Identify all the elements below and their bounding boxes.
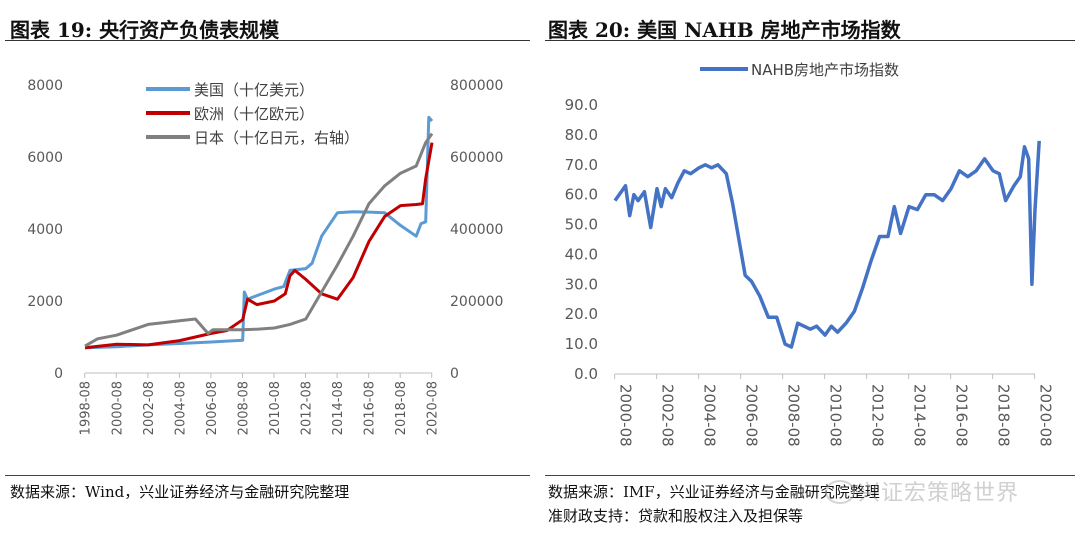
yright-tick-label-3: 600000: [450, 150, 503, 166]
right-title-rule: [545, 40, 1075, 41]
right-chart-title: 图表 20: 美国 NAHB 房地产市场指数: [548, 18, 901, 42]
x-tick-label-7: 2012-08: [300, 381, 315, 435]
y-tick-label-9: 90.0: [565, 96, 598, 114]
yleft-tick-label-2: 4000: [27, 222, 63, 238]
right-source-line1: 数据来源：IMF，兴业证券经济与金融研究院整理: [548, 483, 880, 501]
legend-label-1: 欧洲（十亿欧元）: [194, 105, 314, 123]
legend-label-2: 日本（十亿日元，右轴）: [194, 129, 359, 147]
x-tick-label-3: 2006-08: [743, 384, 761, 447]
yright-tick-label-2: 400000: [450, 222, 503, 238]
y-tick-label-2: 20.0: [565, 305, 598, 323]
x-tick-label-10: 2018-08: [394, 381, 409, 435]
left-source-rule: [5, 475, 530, 476]
x-tick-label-9: 2016-08: [363, 381, 378, 435]
yleft-tick-label-3: 6000: [27, 150, 63, 166]
yright-tick-label-0: 0: [450, 366, 459, 382]
x-tick-label-5: 2008-08: [236, 381, 251, 435]
left-chart-title: 图表 19: 央行资产负债表规模: [10, 18, 280, 42]
yleft-tick-label-0: 0: [54, 366, 63, 382]
series-line-0: [613, 140, 1041, 349]
x-tick-label-10: 2020-08: [1037, 384, 1055, 447]
yleft-tick-label-4: 8000: [27, 78, 63, 94]
legend-label-0: 美国（十亿美元）: [194, 81, 314, 99]
left-chart: 1998-08 2000-08 2002-08 2004-08 2006-08 2008-…: [27, 78, 503, 435]
y-tick-label-8: 80.0: [565, 126, 598, 144]
x-tick-label-8: 2016-08: [953, 384, 971, 447]
y-tick-label-5: 50.0: [565, 216, 598, 234]
series-line-1: [84, 142, 434, 350]
series-line-0: [84, 115, 434, 350]
right-source-line2: 准财政支持：贷款和股权注入及担保等: [548, 507, 804, 525]
x-tick-label-2: 2002-08: [142, 381, 157, 435]
x-tick-label-1: 2000-08: [110, 381, 125, 435]
y-tick-label-0: 0.0: [574, 365, 598, 383]
left-source: 数据来源：Wind，兴业证券经济与金融研究院整理: [10, 483, 350, 501]
x-tick-label-7: 2014-08: [911, 384, 929, 447]
yright-tick-label-1: 200000: [450, 294, 503, 310]
right-chart: 2000-08 2002-08 2004-08 2006-08 2008-08 2010-…: [565, 61, 1055, 447]
y-tick-label-6: 60.0: [565, 186, 598, 204]
x-tick-label-0: 2000-08: [617, 384, 635, 447]
series-line-2: [84, 132, 434, 348]
x-tick-label-2: 2004-08: [701, 384, 719, 447]
watermark-text: 兴证宏策略世界: [858, 481, 1020, 506]
x-tick-label-6: 2010-08: [268, 381, 283, 435]
x-tick-label-11: 2020-08: [426, 381, 441, 435]
yright-tick-label-4: 800000: [450, 78, 503, 94]
x-tick-label-8: 2014-08: [331, 381, 346, 435]
x-tick-label-3: 2004-08: [173, 381, 188, 435]
x-tick-label-4: 2008-08: [785, 384, 803, 447]
x-tick-label-9: 2018-08: [995, 384, 1013, 447]
right-source-rule: [545, 475, 1075, 476]
x-tick-label-1: 2002-08: [659, 384, 677, 447]
y-tick-label-1: 10.0: [565, 335, 598, 353]
y-tick-label-3: 30.0: [565, 275, 598, 293]
watermark-chat-icon: [825, 480, 855, 504]
y-tick-label-7: 70.0: [565, 156, 598, 174]
yleft-tick-label-1: 2000: [27, 294, 63, 310]
legend-label-0: NAHB房地产市场指数: [751, 61, 899, 79]
x-tick-label-0: 1998-08: [79, 381, 94, 435]
left-title-rule: [5, 40, 530, 41]
y-tick-label-4: 40.0: [565, 245, 598, 263]
x-tick-label-6: 2012-08: [869, 384, 887, 447]
x-tick-label-4: 2006-08: [205, 381, 220, 435]
x-tick-label-5: 2010-08: [827, 384, 845, 447]
